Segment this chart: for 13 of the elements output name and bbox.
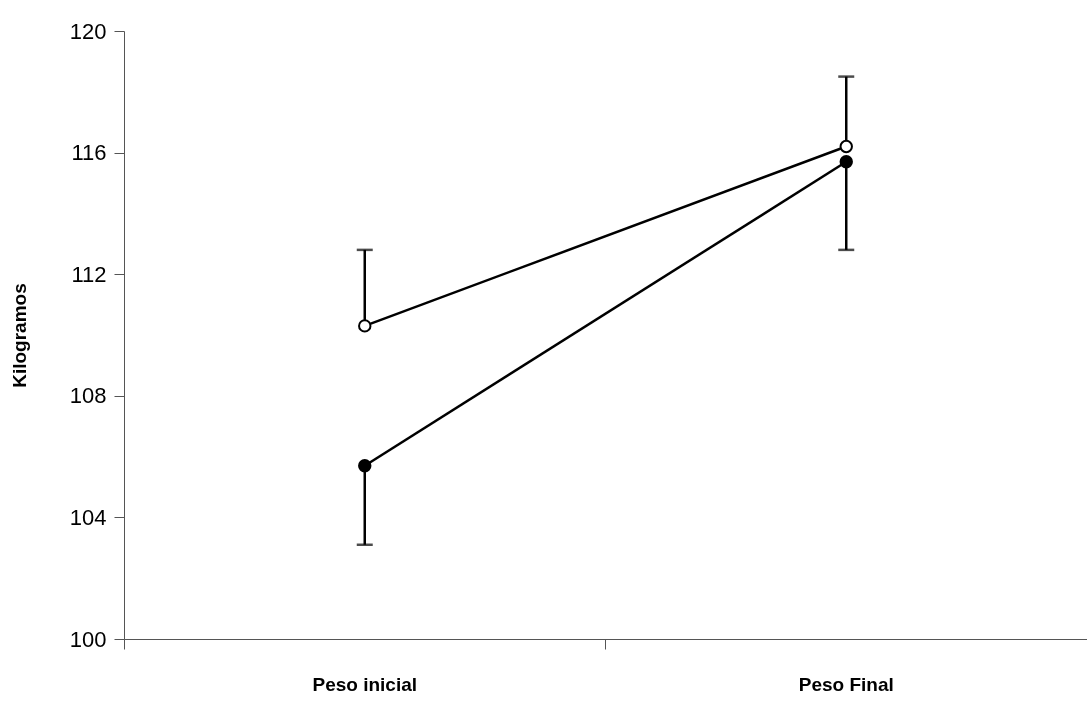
point <box>358 319 372 333</box>
y-tick-label: 108 <box>69 383 107 409</box>
x-tick-label: Peso inicial <box>312 673 418 695</box>
y-axis-title: Kilogramos <box>8 283 30 388</box>
point <box>839 155 853 169</box>
y-tick-label: 100 <box>69 626 107 652</box>
point <box>839 139 853 154</box>
y-tick-label: 120 <box>69 18 107 44</box>
y-tick-label: 112 <box>71 261 107 287</box>
y-tick-label: 116 <box>71 140 107 166</box>
y-tick-label: 104 <box>69 504 107 530</box>
point <box>358 459 372 473</box>
x-tick-label: Peso Final <box>798 673 894 695</box>
